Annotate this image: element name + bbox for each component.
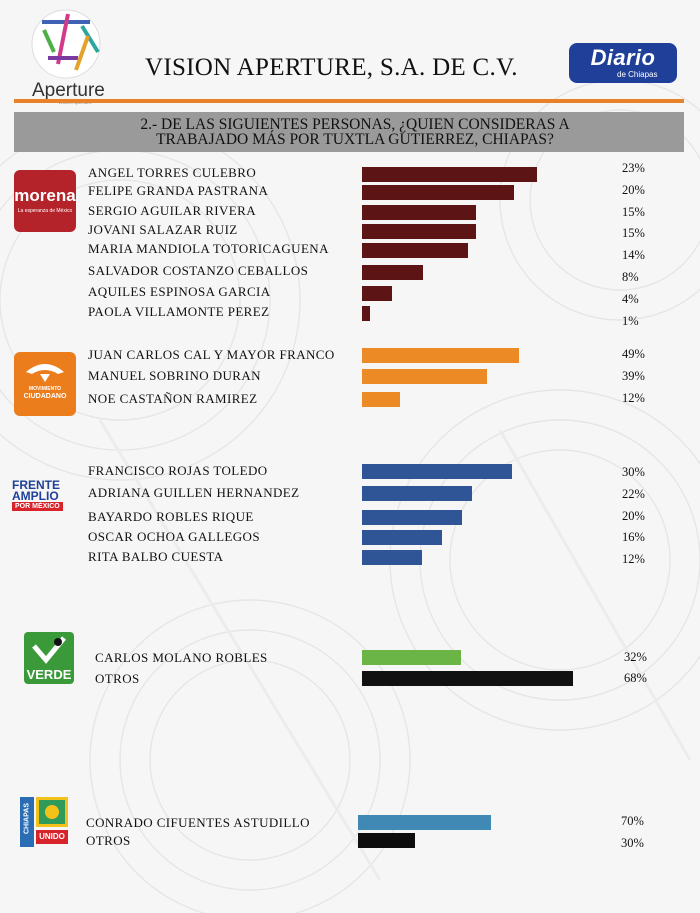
aperture-emblem-icon	[31, 9, 101, 79]
category-label: ADRIANA GUILLEN HERNANDEZ	[88, 485, 300, 500]
eagle-icon	[26, 364, 64, 382]
chiapas-logo-emblem	[36, 797, 68, 827]
category-label: SERGIO AGUILAR RIVERA	[88, 203, 257, 218]
category-label: SALVADOR COSTANZO CEBALLOS	[88, 263, 309, 278]
mc-logo: MOVIMIENTO CIUDADANO	[14, 352, 76, 416]
morena-logo-text: morena	[14, 186, 76, 205]
value-label: 70%	[621, 814, 644, 828]
mc-logo-line2: CIUDADANO	[23, 393, 67, 400]
value-label: 16%	[622, 530, 645, 544]
bar	[362, 671, 573, 686]
bar	[362, 306, 370, 321]
company-name: VISION APERTURE, S.A. DE C.V.	[145, 54, 518, 81]
chiapas-logo-line1: CHIAPAS	[23, 803, 31, 834]
category-label: AQUILES ESPINOSA GARCIA	[88, 284, 271, 299]
bar	[362, 185, 514, 200]
value-label: 20%	[622, 509, 645, 523]
bar	[362, 650, 461, 665]
bar	[362, 486, 472, 501]
header-divider	[14, 99, 684, 103]
bar	[362, 392, 400, 407]
category-label: CONRADO CIFUENTES ASTUDILLO	[86, 815, 310, 830]
chiapas-emblem-icon	[39, 800, 65, 824]
diario-logo: Diario de Chiapas	[569, 43, 677, 83]
bar	[362, 348, 519, 363]
category-label: JUAN CARLOS CAL Y MAYOR FRANCO	[88, 347, 335, 362]
category-label: ANGEL TORRES CULEBRO	[88, 165, 257, 180]
frente-logo-line3: POR MÉXICO	[12, 502, 63, 511]
value-label: 15%	[622, 205, 645, 219]
header: Aperture Vision Aperture VISION APERTURE…	[0, 0, 700, 110]
toucan-check-icon	[32, 636, 66, 664]
diario-logo-name: Diario	[590, 45, 656, 70]
mc-logo-line1: MOVIMIENTO	[28, 386, 62, 392]
bar	[362, 464, 512, 479]
chiapas-logo-sidebar	[20, 797, 34, 847]
value-label: 15%	[622, 226, 645, 240]
aperture-subtitle: Vision Aperture	[58, 100, 92, 106]
question-line-2: TRABAJADO MÁS POR TUXTLA GUTIERREZ, CHIA…	[156, 131, 554, 148]
bar	[362, 224, 476, 239]
category-label: NOE CASTAÑON RAMIREZ	[88, 391, 258, 406]
value-label: 49%	[622, 347, 645, 361]
diario-logo-sub: de Chiapas	[617, 70, 658, 79]
category-label: RITA BALBO CUESTA	[88, 549, 224, 564]
value-label: 32%	[624, 650, 647, 664]
category-label: JOVANI SALAZAR RUIZ	[88, 222, 238, 237]
chiapas-logo-line2: UNIDO	[36, 830, 68, 844]
question-text: 2.- DE LAS SIGUIENTES PERSONAS, ¿QUIEN C…	[60, 116, 650, 148]
value-label: 4%	[622, 292, 639, 306]
bar	[362, 510, 462, 525]
frente-amplio-logo: FRENTE AMPLIO POR MÉXICO	[12, 478, 70, 514]
bar	[362, 550, 422, 565]
bar	[358, 833, 415, 848]
frente-logo-line2: AMPLIO	[12, 489, 59, 503]
category-label: PAOLA VILLAMONTE PEREZ	[88, 304, 270, 319]
morena-logo-sub: La esperanza de México	[17, 208, 73, 214]
category-label: OTROS	[86, 833, 131, 848]
value-label: 23%	[622, 161, 645, 175]
value-label: 20%	[622, 183, 645, 197]
bar	[362, 530, 442, 545]
category-label: CARLOS MOLANO ROBLES	[95, 650, 268, 665]
frente-logo-line1: FRENTE	[12, 478, 60, 492]
bar	[362, 167, 537, 182]
value-label: 30%	[621, 836, 644, 850]
bar	[362, 205, 476, 220]
bar	[358, 815, 491, 830]
bar	[362, 265, 423, 280]
value-label: 39%	[622, 369, 645, 383]
value-label: 8%	[622, 270, 639, 284]
value-label: 68%	[624, 671, 647, 685]
value-label: 14%	[622, 248, 645, 262]
morena-logo: morena La esperanza de México	[14, 170, 76, 232]
bar	[362, 243, 468, 258]
value-label: 12%	[622, 391, 645, 405]
category-label: BAYARDO ROBLES RIQUE	[88, 509, 254, 524]
value-label: 30%	[622, 465, 645, 479]
question-banner	[14, 112, 684, 152]
category-label: OSCAR OCHOA GALLEGOS	[88, 529, 260, 544]
chiapas-unido-logo: CHIAPAS UNIDO	[20, 797, 68, 847]
verde-logo: VERDE	[24, 632, 74, 684]
bar	[362, 369, 487, 384]
value-label: 1%	[622, 314, 639, 328]
aperture-logo: Aperture Vision Aperture	[28, 6, 114, 106]
category-label: FELIPE GRANDA PASTRANA	[88, 183, 269, 198]
bar	[362, 286, 392, 301]
aperture-wordmark: Aperture	[32, 80, 105, 101]
category-label: FRANCISCO ROJAS TOLEDO	[88, 463, 268, 478]
value-label: 12%	[622, 552, 645, 566]
value-label: 22%	[622, 487, 645, 501]
verde-logo-text: VERDE	[26, 667, 72, 682]
question-line-1: 2.- DE LAS SIGUIENTES PERSONAS, ¿QUIEN C…	[140, 116, 570, 133]
category-label: MARIA MANDIOLA TOTORICAGUENA	[88, 241, 329, 256]
category-label: OTROS	[95, 671, 140, 686]
category-label: MANUEL SOBRINO DURAN	[88, 368, 261, 383]
